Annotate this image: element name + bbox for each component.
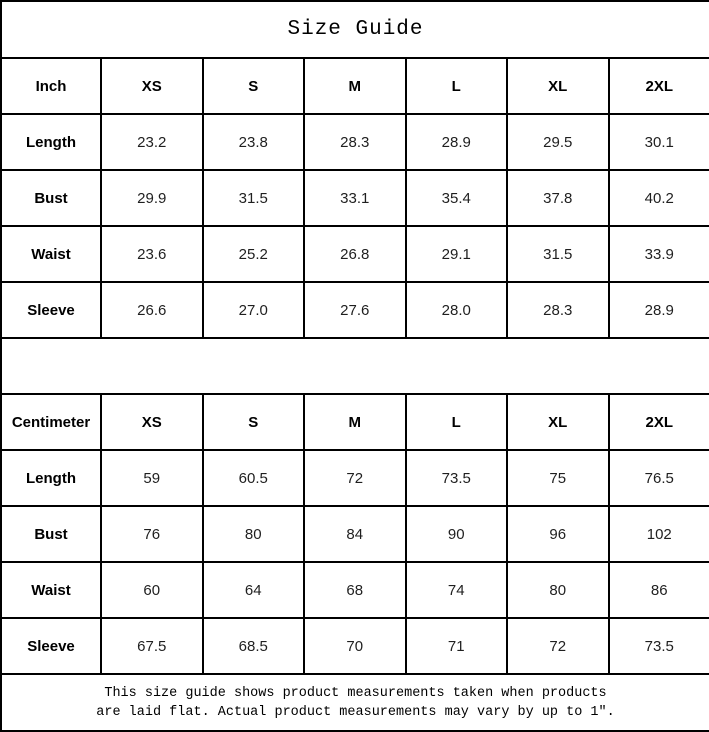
table-cell: 31.5: [507, 226, 609, 282]
table-row: Sleeve 67.5 68.5 70 71 72 73.5: [1, 618, 709, 674]
table-cell: 28.9: [609, 282, 709, 338]
table-row: Length 59 60.5 72 73.5 75 76.5: [1, 450, 709, 506]
row-label: Sleeve: [1, 282, 101, 338]
footer-note: This size guide shows product measuremen…: [1, 674, 709, 731]
table-cell: 75: [507, 450, 609, 506]
table-cell: 80: [507, 562, 609, 618]
table-cell: 74: [406, 562, 508, 618]
table-cell: 33.1: [304, 170, 406, 226]
row-label: Length: [1, 450, 101, 506]
column-header-s: S: [203, 58, 305, 114]
row-label: Bust: [1, 170, 101, 226]
row-label: Waist: [1, 226, 101, 282]
row-label: Sleeve: [1, 618, 101, 674]
table-cell: 28.3: [304, 114, 406, 170]
table-cell: 60: [101, 562, 203, 618]
table-cell: 40.2: [609, 170, 709, 226]
table-row: Length 23.2 23.8 28.3 28.9 29.5 30.1: [1, 114, 709, 170]
spacer-row: [1, 338, 709, 394]
table-cell: 23.8: [203, 114, 305, 170]
table-cell: 86: [609, 562, 709, 618]
table-row: Waist 60 64 68 74 80 86: [1, 562, 709, 618]
table-cell: 72: [304, 450, 406, 506]
table-cell: 35.4: [406, 170, 508, 226]
page-title: Size Guide: [1, 1, 709, 58]
column-header-2xl: 2XL: [609, 394, 709, 450]
table-cell: 76.5: [609, 450, 709, 506]
row-label: Bust: [1, 506, 101, 562]
column-header-l: L: [406, 394, 508, 450]
table-cell: 28.0: [406, 282, 508, 338]
table-cell: 73.5: [406, 450, 508, 506]
table-row: Waist 23.6 25.2 26.8 29.1 31.5 33.9: [1, 226, 709, 282]
table-cell: 68.5: [203, 618, 305, 674]
table-row: Sleeve 26.6 27.0 27.6 28.0 28.3 28.9: [1, 282, 709, 338]
column-header-l: L: [406, 58, 508, 114]
table-cell: 60.5: [203, 450, 305, 506]
table-cell: 96: [507, 506, 609, 562]
table-cell: 27.0: [203, 282, 305, 338]
column-header-m: M: [304, 394, 406, 450]
table-cell: 26.8: [304, 226, 406, 282]
table-cell: 102: [609, 506, 709, 562]
row-label: Length: [1, 114, 101, 170]
table-cell: 29.1: [406, 226, 508, 282]
column-header-xl: XL: [507, 58, 609, 114]
table-cell: 28.9: [406, 114, 508, 170]
table-cell: 37.8: [507, 170, 609, 226]
table-cell: 27.6: [304, 282, 406, 338]
column-header-2xl: 2XL: [609, 58, 709, 114]
column-header-xl: XL: [507, 394, 609, 450]
table-cell: 67.5: [101, 618, 203, 674]
unit-header-centimeter: Centimeter: [1, 394, 101, 450]
row-label: Waist: [1, 562, 101, 618]
table-cell: 25.2: [203, 226, 305, 282]
footer-note-line2: are laid flat. Actual product measuremen…: [2, 703, 709, 722]
table-cell: 76: [101, 506, 203, 562]
table-cell: 64: [203, 562, 305, 618]
table-cell: 70: [304, 618, 406, 674]
table-cell: 33.9: [609, 226, 709, 282]
table-cell: 68: [304, 562, 406, 618]
column-header-xs: XS: [101, 58, 203, 114]
column-header-xs: XS: [101, 394, 203, 450]
unit-header-inch: Inch: [1, 58, 101, 114]
table-cell: 84: [304, 506, 406, 562]
table-cell: 71: [406, 618, 508, 674]
table-cell: 29.5: [507, 114, 609, 170]
table-cell: 30.1: [609, 114, 709, 170]
table-cell: 72: [507, 618, 609, 674]
column-header-m: M: [304, 58, 406, 114]
table-cell: 29.9: [101, 170, 203, 226]
column-header-s: S: [203, 394, 305, 450]
table-cell: 23.2: [101, 114, 203, 170]
footer-note-line1: This size guide shows product measuremen…: [2, 684, 709, 703]
table-row: Bust 76 80 84 90 96 102: [1, 506, 709, 562]
table-cell: 73.5: [609, 618, 709, 674]
table-cell: 80: [203, 506, 305, 562]
table-cell: 28.3: [507, 282, 609, 338]
table-row: Bust 29.9 31.5 33.1 35.4 37.8 40.2: [1, 170, 709, 226]
table-cell: 26.6: [101, 282, 203, 338]
table-cell: 59: [101, 450, 203, 506]
table-cell: 23.6: [101, 226, 203, 282]
table-cell: 31.5: [203, 170, 305, 226]
table-cell: 90: [406, 506, 508, 562]
